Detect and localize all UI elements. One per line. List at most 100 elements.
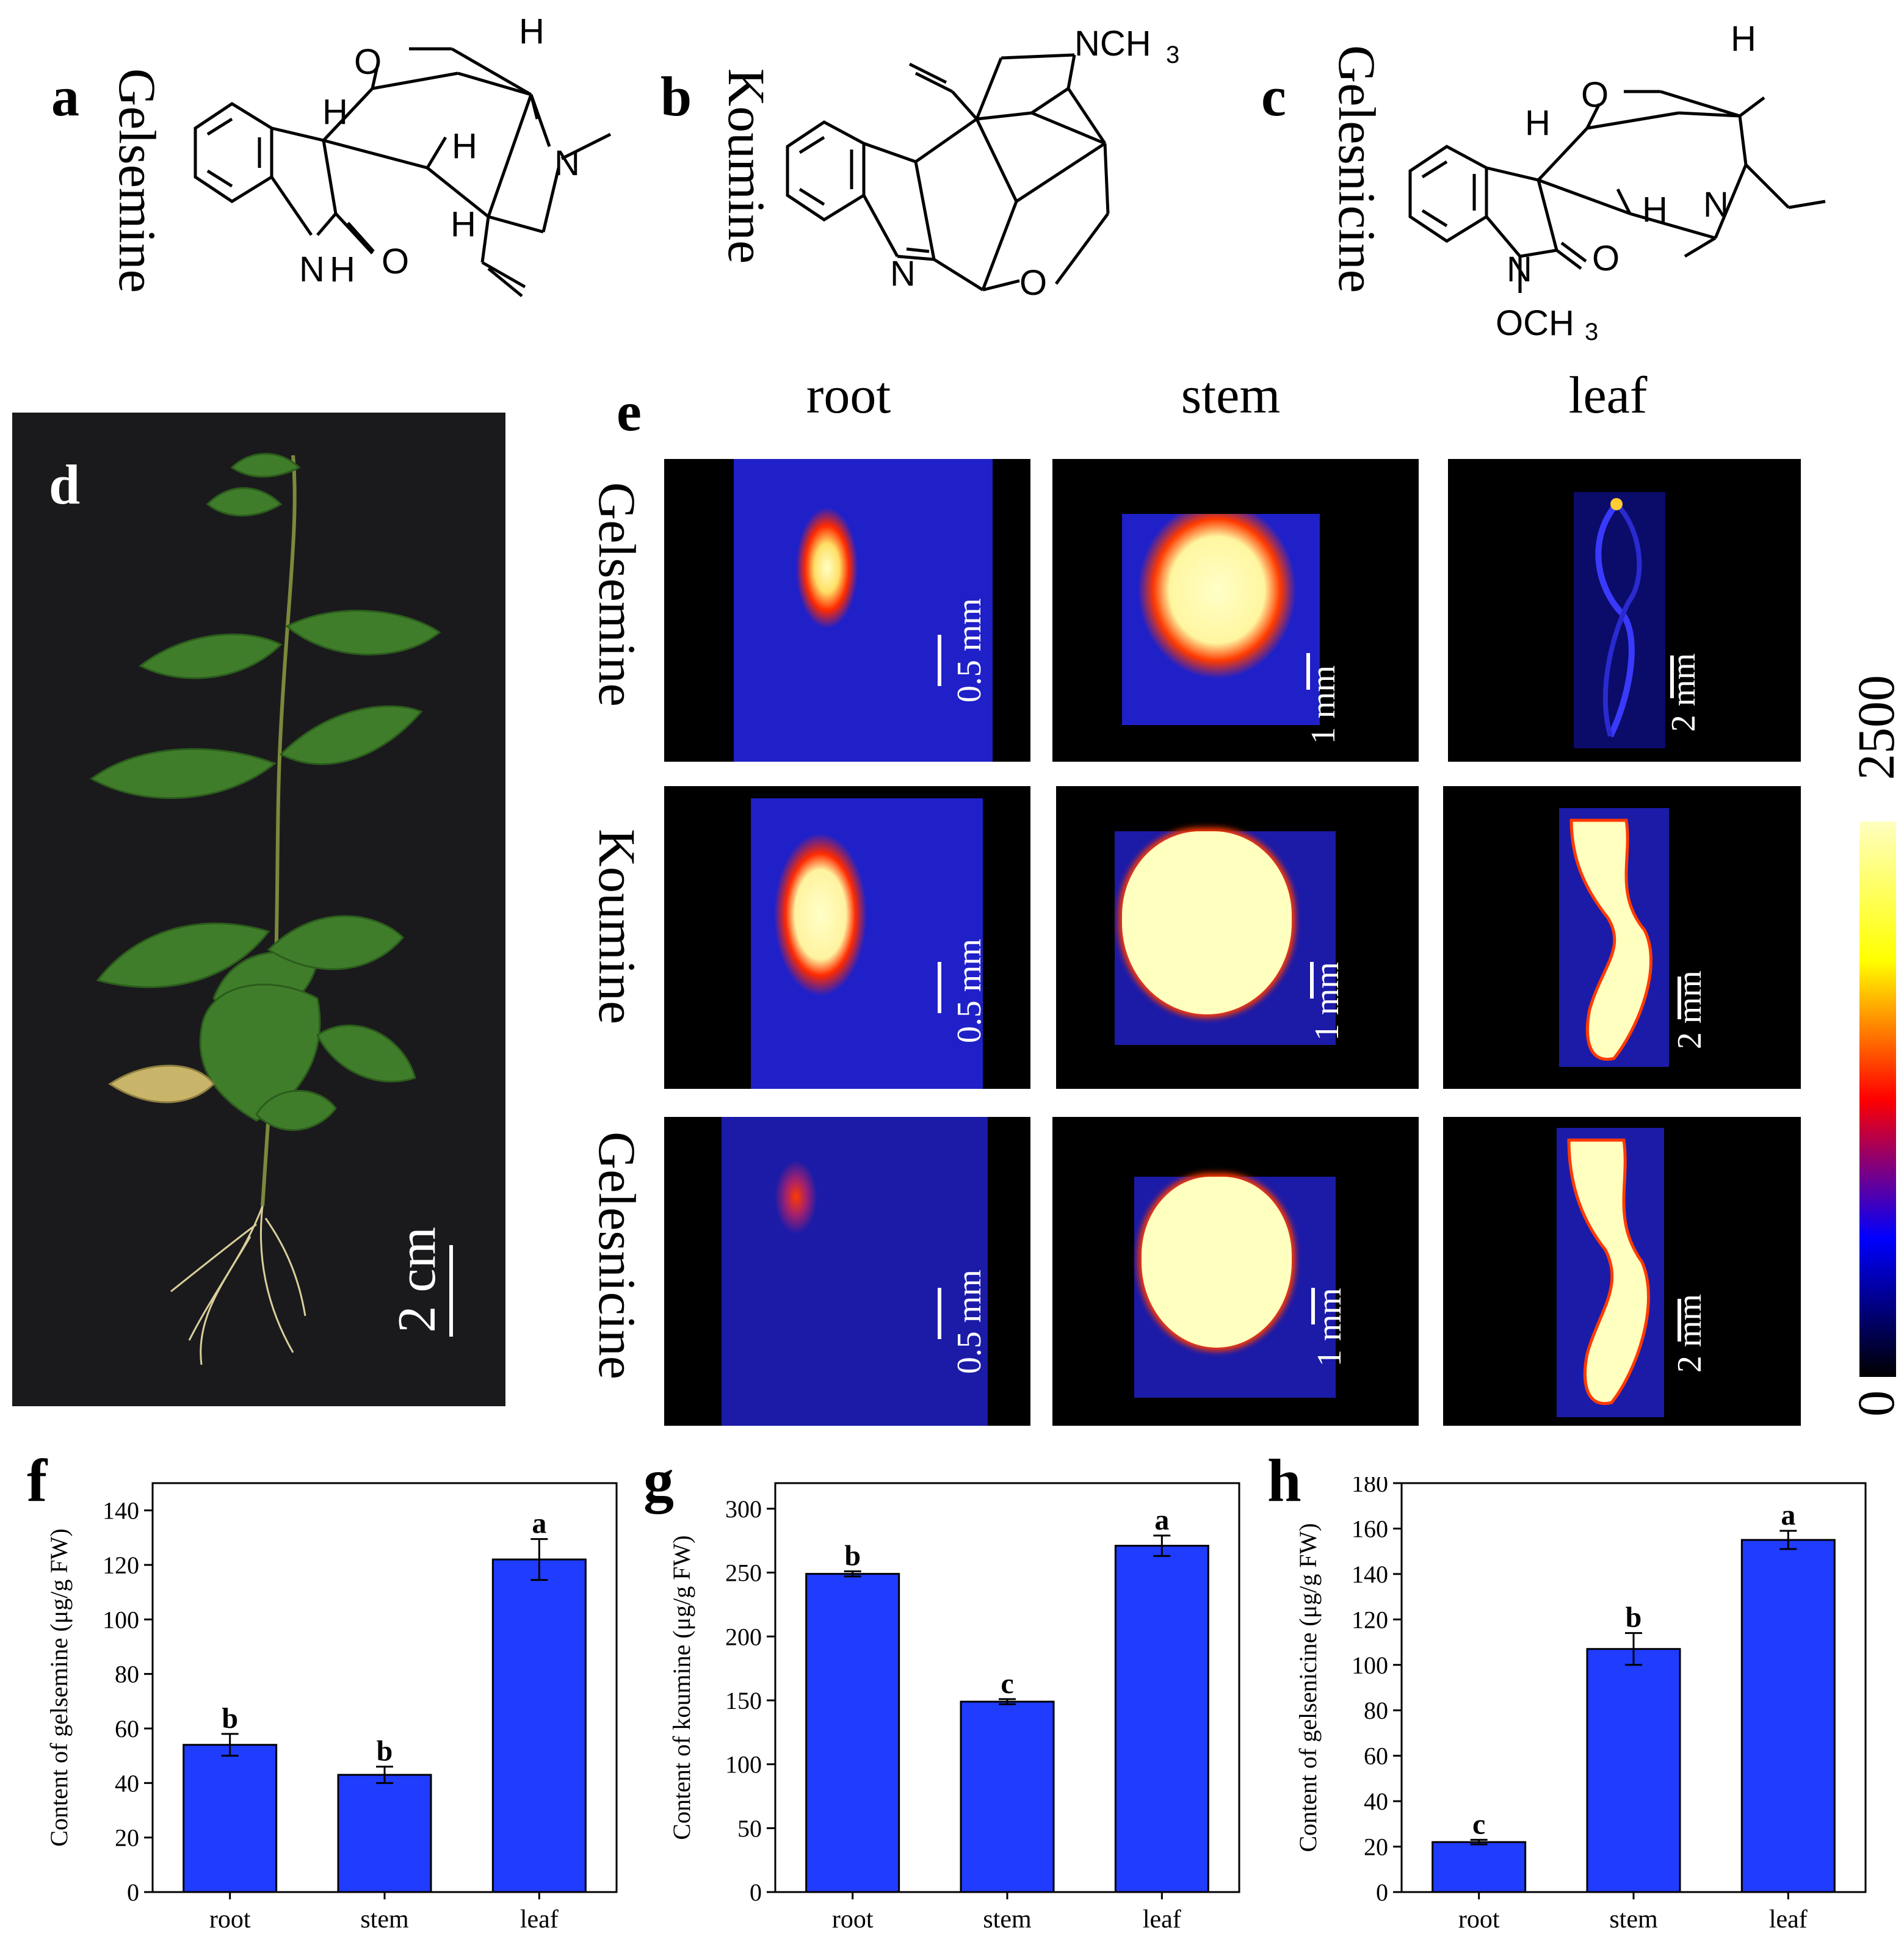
tile-scale-bar (1678, 977, 1681, 1019)
significance-letter: a (532, 1508, 546, 1540)
y-tick-label: 80 (115, 1661, 139, 1688)
x-tick-label: stem (1609, 1905, 1658, 1933)
y-tick-label: 0 (1376, 1879, 1388, 1906)
atom-label: O (1019, 263, 1048, 303)
photo-scale-bar (449, 1245, 453, 1337)
bar-chart-koumine: 0 50 100 150 200 250 300 Content of koumine (μg… (647, 1477, 1258, 1936)
y-tick-label: 0 (127, 1879, 139, 1906)
atom-label: O (354, 42, 382, 82)
row-label-gelesnicine: Gelesnicine (588, 1132, 646, 1379)
scale-label-root: 0.5 mm (950, 1270, 988, 1374)
atom-label: O (1592, 239, 1620, 278)
panel-letter-f: f (27, 1447, 48, 1514)
y-tick-label: 200 (725, 1623, 762, 1650)
scale-label-leaf: 2 mm (1671, 1294, 1709, 1373)
scale-label-stem: 1 mm (1308, 962, 1346, 1041)
image-gelsemine-stem (1052, 459, 1419, 762)
compound-name-koumine: Koumine (717, 68, 776, 264)
bar-chart-gelsemine: 0 20 40 60 80 100 120 140 Content of gelsemine (… (24, 1477, 635, 1936)
atom-label: N (890, 254, 916, 294)
x-tick-label: stem (360, 1905, 409, 1933)
y-tick-label: 100 (725, 1751, 762, 1779)
panel-letter-h: h (1267, 1447, 1301, 1514)
y-tick-label: 80 (1364, 1697, 1388, 1724)
atom-label: H (322, 92, 348, 132)
y-tick-label: 40 (115, 1769, 139, 1797)
column-header-leaf: leaf (1568, 366, 1648, 424)
scale-label-root: 0.5 mm (950, 598, 988, 703)
y-tick-label: 0 (750, 1879, 762, 1906)
atom-label: O (382, 242, 410, 281)
significance-letter: b (1626, 1602, 1642, 1634)
tile-scale-bar (1311, 1288, 1315, 1324)
panel-letter-b: b (661, 65, 692, 128)
atom-label: H (330, 250, 355, 289)
column-header-stem: stem (1181, 366, 1281, 424)
image-koumine-root (664, 786, 1030, 1089)
gelesnicine-structure: O H H H N N O OCH 3 (1398, 6, 1837, 345)
atom-label: H (452, 126, 477, 166)
tile-scale-bar (938, 635, 941, 686)
y-tick-label: 120 (1352, 1606, 1388, 1633)
panel-letter-a: a (51, 65, 79, 128)
bar (1586, 1648, 1681, 1893)
image-koumine-stem (1056, 786, 1419, 1089)
y-tick-label: 60 (115, 1715, 139, 1743)
photo-scale-label: 2 cm (388, 1227, 447, 1333)
atom-label: N (1507, 250, 1532, 289)
image-gelesnicine-root (664, 1117, 1030, 1426)
chart-svg: 0 20 40 60 80 100 120 140 Content of gelsemine (… (45, 1482, 618, 1934)
y-tick-label: 40 (1364, 1788, 1388, 1815)
scale-label-root: 0.5 mm (950, 939, 988, 1044)
tile-scale-bar (1670, 656, 1674, 698)
significance-letter: c (1472, 1808, 1485, 1840)
scale-label-leaf: 2 mm (1671, 970, 1709, 1050)
tile-scale-bar (1678, 1299, 1681, 1342)
image-gelesnicine-leaf (1443, 1117, 1801, 1426)
row-label-gelsemine: Gelsemine (588, 482, 646, 707)
gelsemine-structure: O H H H H N N H O (171, 12, 635, 345)
panel-letter-c: c (1261, 65, 1286, 128)
y-tick-label: 140 (1352, 1561, 1388, 1588)
significance-letter: a (1154, 1504, 1169, 1536)
y-tick-label: 60 (1364, 1743, 1388, 1770)
bar (1740, 1539, 1836, 1893)
significance-letter: b (377, 1735, 393, 1768)
bar (1432, 1841, 1527, 1893)
y-tick-label: 140 (103, 1497, 139, 1525)
image-gelsemine-leaf (1448, 459, 1801, 762)
chart-svg: 0 50 100 150 200 250 300 Content of koumine (μg… (668, 1482, 1240, 1934)
atom-label: N (299, 250, 325, 289)
significance-letter: b (222, 1702, 238, 1735)
colorbar-min-label: 0 (1847, 1390, 1904, 1417)
atom-label: H (1525, 103, 1551, 143)
bar-chart-gelsenicine: 0 20 40 60 80 100 120 140 160 180 Content of gelse… (1273, 1470, 1884, 1936)
tile-scale-bar (1306, 653, 1310, 690)
y-axis-label: Content of gelsemine (μg/g FW) (45, 1528, 73, 1846)
atom-label: H (519, 12, 545, 51)
tile-scale-bar (938, 1288, 941, 1339)
atom-label: N (1703, 185, 1729, 225)
bar (337, 1774, 432, 1893)
y-tick-label: 20 (1364, 1833, 1388, 1861)
x-tick-label: leaf (1769, 1905, 1808, 1933)
chart-svg: 0 20 40 60 80 100 120 140 160 180 Content of gelse… (1294, 1470, 1867, 1934)
atom-label: OCH (1496, 303, 1574, 343)
y-tick-label: 150 (725, 1687, 762, 1714)
tile-scale-bar (938, 962, 941, 1013)
colorbar (1859, 822, 1896, 1377)
bar (805, 1573, 900, 1893)
bar (960, 1700, 1055, 1893)
atom-label: NCH (1074, 24, 1151, 63)
y-tick-label: 50 (737, 1815, 762, 1842)
x-tick-label: root (209, 1905, 251, 1933)
atom-label: O (1581, 75, 1609, 115)
atom-label: H (1731, 19, 1756, 59)
significance-letter: a (1781, 1499, 1795, 1531)
y-tick-label: 180 (1352, 1477, 1388, 1497)
x-tick-label: root (1458, 1905, 1500, 1933)
atom-label: H (1642, 190, 1668, 229)
panel-letter-g: g (643, 1447, 674, 1514)
scale-label-stem: 1 mm (1311, 1288, 1348, 1367)
x-tick-label: stem (983, 1905, 1032, 1933)
